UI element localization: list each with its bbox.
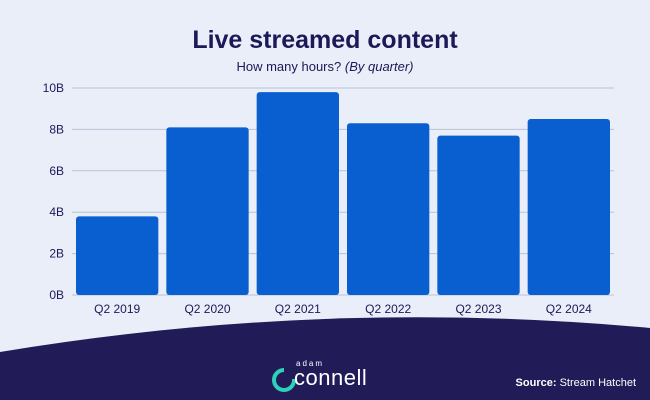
x-tick-label: Q2 2021	[275, 302, 321, 316]
x-axis-ticks: Q2 2019 Q2 2020 Q2 2021 Q2 2022 Q2 2023 Q2 20…	[94, 302, 592, 316]
source-note: Source: Stream Hatchet	[516, 377, 636, 389]
x-tick-label: Q2 2019	[94, 302, 140, 316]
subtitle-text: How many hours?	[236, 59, 342, 74]
bar	[76, 216, 159, 295]
x-tick-label: Q2 2024	[546, 302, 592, 316]
bar	[256, 92, 339, 295]
bar	[437, 135, 520, 295]
y-tick-label: 8B	[49, 122, 64, 136]
bars	[76, 92, 610, 295]
bar	[347, 123, 430, 295]
source-text: Stream Hatchet	[559, 377, 636, 389]
y-axis-ticks: 0B 2B 4B 6B 8B 10B	[43, 81, 64, 302]
subtitle-emphasis: (By quarter)	[344, 59, 414, 74]
y-tick-label: 4B	[49, 205, 64, 219]
logo-main-text: connell	[294, 365, 368, 390]
logo-mark-icon	[272, 367, 296, 392]
y-tick-label: 2B	[49, 247, 64, 261]
x-tick-label: Q2 2023	[455, 302, 501, 316]
logo-top-text: adam	[296, 359, 325, 368]
x-tick-label: Q2 2020	[184, 302, 230, 316]
bar	[166, 127, 249, 295]
chart-subtitle: How many hours? (By quarter)	[0, 59, 650, 74]
bar	[527, 119, 610, 295]
chart-title: Live streamed content	[192, 26, 458, 54]
adam-connell-logo: adam connell	[272, 359, 382, 392]
gridlines	[72, 87, 614, 296]
x-tick-label: Q2 2022	[365, 302, 411, 316]
y-tick-label: 10B	[43, 81, 64, 95]
footer-wave	[0, 317, 650, 400]
source-label: Source:	[515, 377, 557, 389]
y-tick-label: 0B	[49, 288, 64, 302]
y-tick-label: 6B	[49, 164, 64, 178]
